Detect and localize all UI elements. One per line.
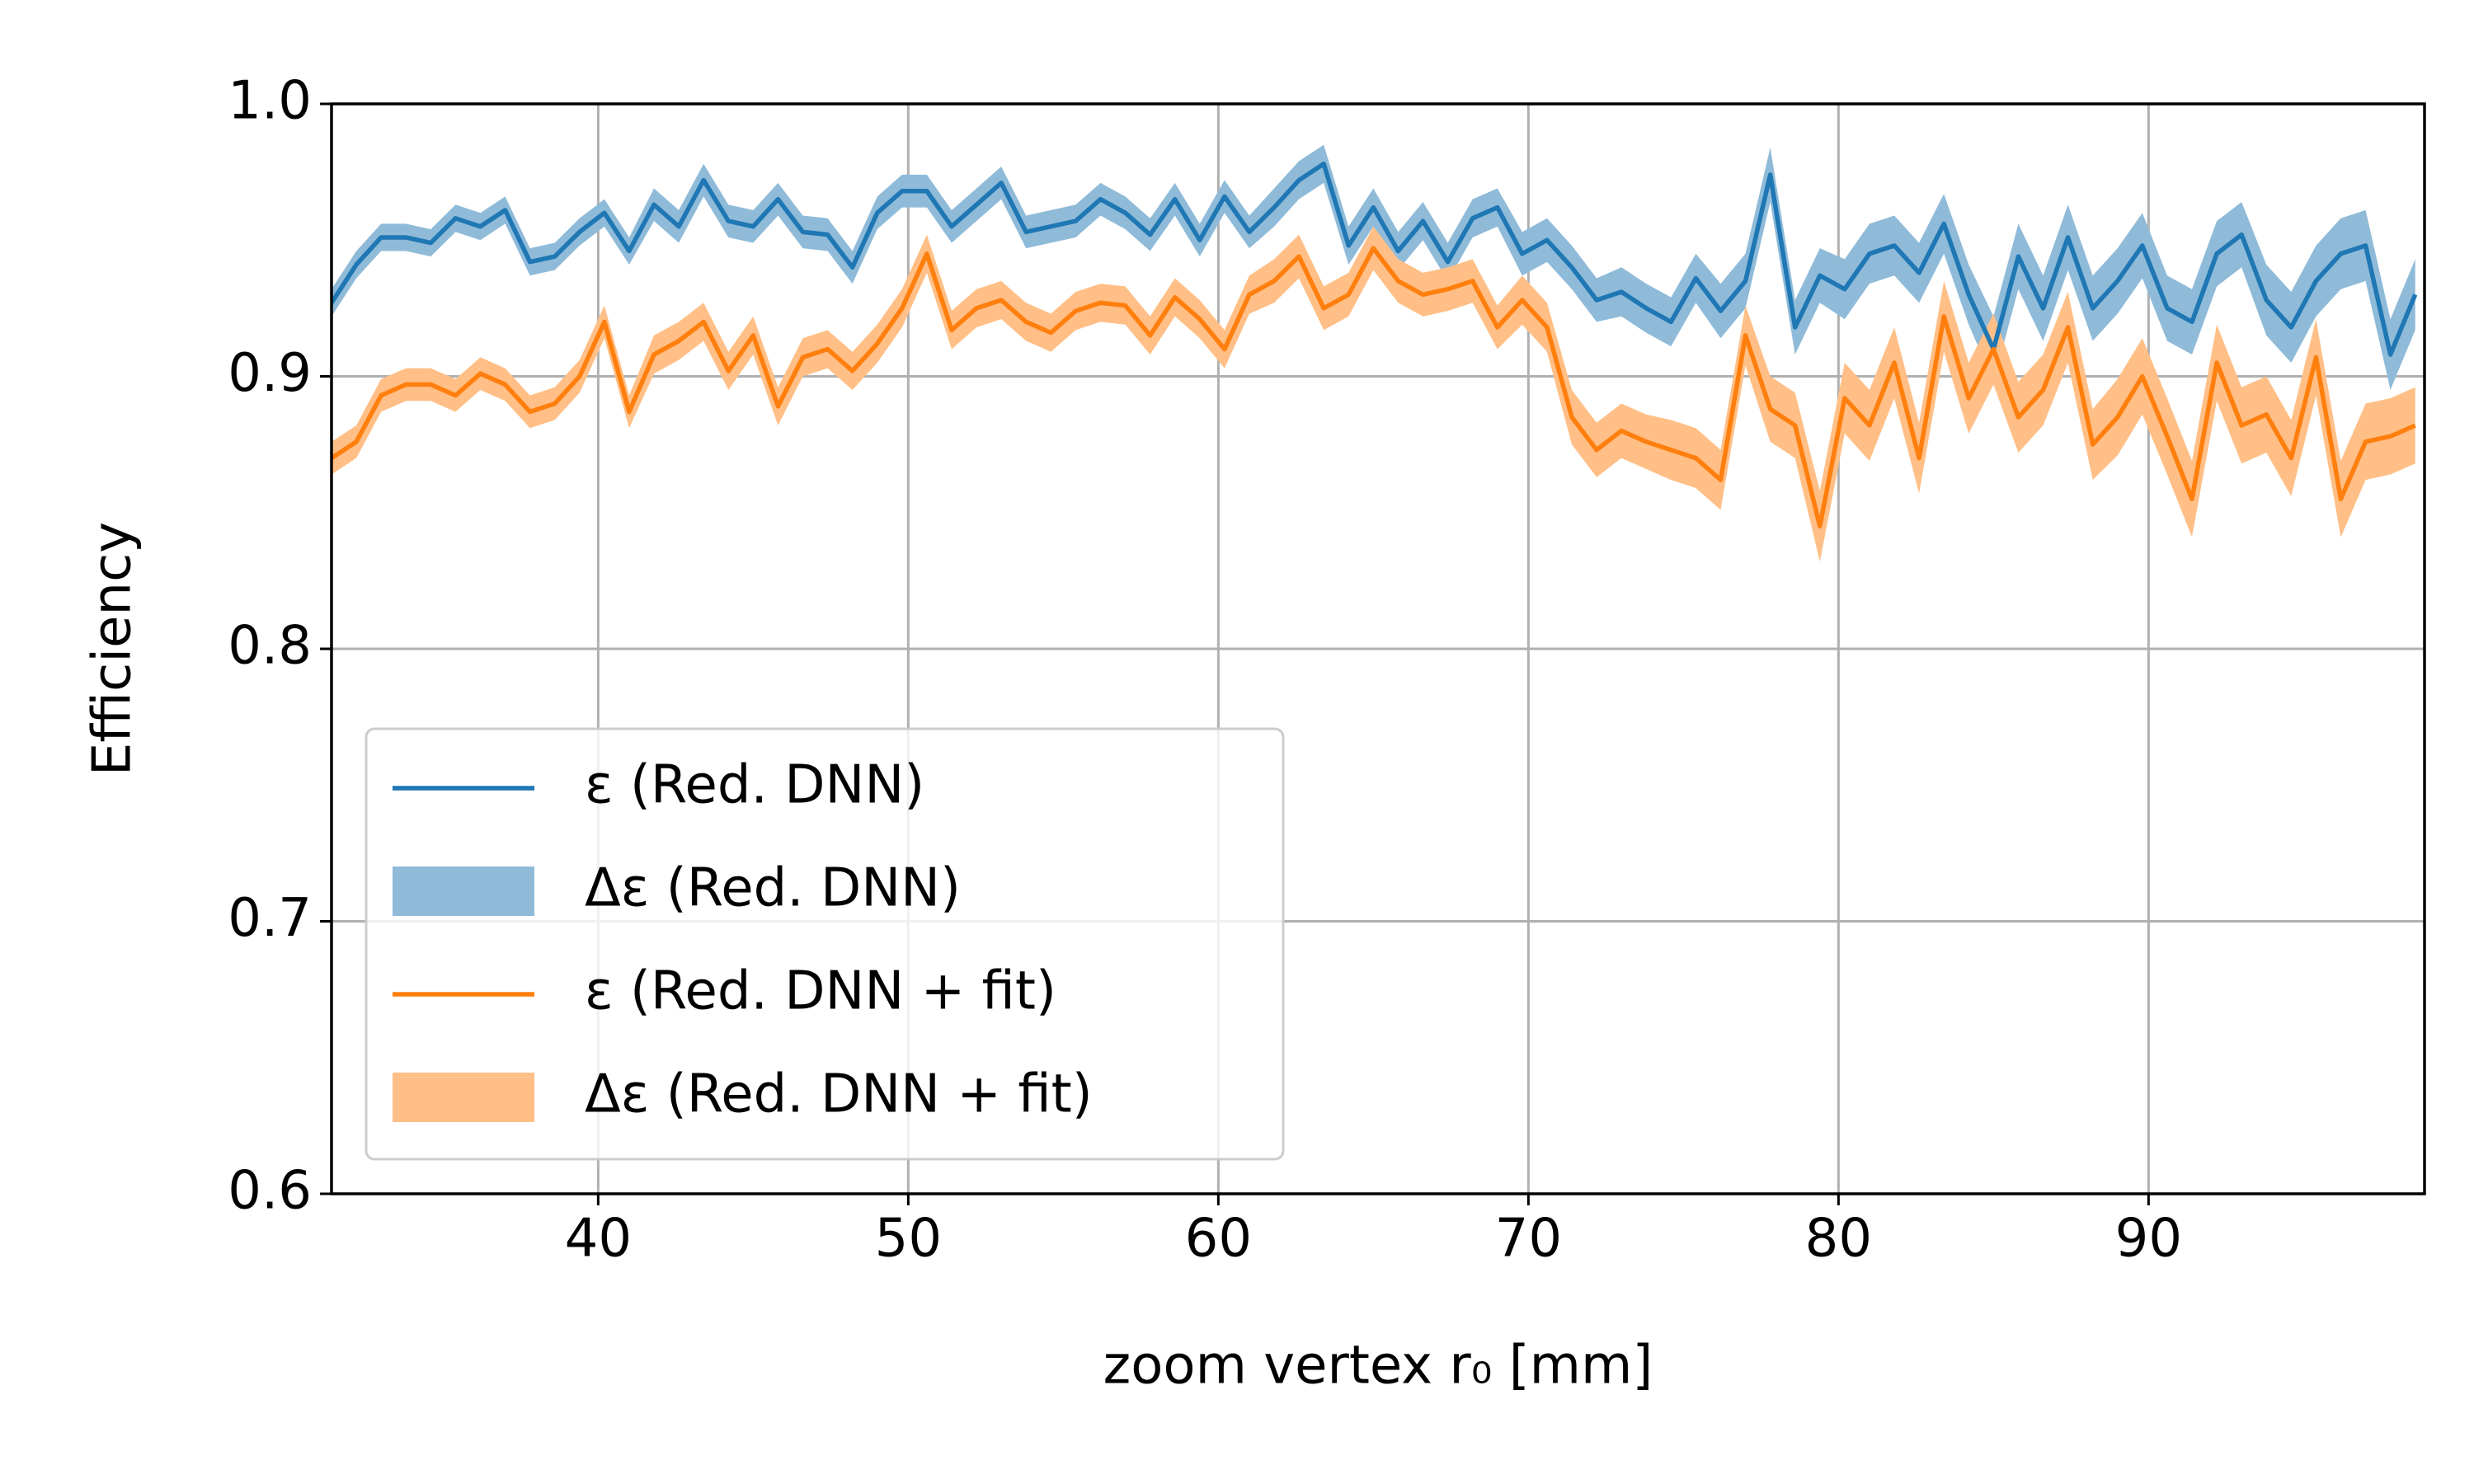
x-tick-label: 70 <box>1495 1209 1562 1270</box>
bands <box>332 144 2415 562</box>
x-tick-label: 40 <box>565 1209 632 1270</box>
y-axis-label: Efficiency <box>82 522 143 776</box>
legend-label: ε (Red. DNN + fit) <box>585 961 1056 1022</box>
series-line <box>332 246 2416 529</box>
y-tick-label: 0.8 <box>228 616 312 677</box>
error-band <box>332 144 2415 391</box>
error-band <box>332 226 2415 562</box>
legend-label: Δε (Red. DNN + fit) <box>585 1064 1093 1125</box>
legend-band <box>393 866 534 916</box>
y-tick-label: 1.0 <box>228 71 312 132</box>
series-line <box>332 161 2418 357</box>
x-tick-label: 90 <box>2115 1209 2182 1270</box>
legend-label: Δε (Red. DNN) <box>585 858 961 919</box>
legend: ε (Red. DNN) Δε (Red. DNN) ε (Red. DNN + f… <box>365 727 1285 1161</box>
x-tick-label: 50 <box>875 1209 942 1270</box>
x-tick-label: 80 <box>1805 1209 1872 1270</box>
y-tick-label: 0.9 <box>228 343 312 404</box>
x-tick-label: 60 <box>1185 1209 1252 1270</box>
ticks: 40 50 60 70 80 90 0.6 0.7 0.8 0.9 1.0 <box>228 71 2182 1270</box>
x-axis-label: zoom vertex r₀ [mm] <box>1103 1336 1653 1397</box>
legend-band <box>393 1073 534 1122</box>
legend-label: ε (Red. DNN) <box>585 755 924 816</box>
y-tick-label: 0.7 <box>228 888 312 949</box>
y-tick-label: 0.6 <box>228 1161 312 1222</box>
legend-box <box>365 727 1285 1161</box>
lines <box>332 161 2418 529</box>
